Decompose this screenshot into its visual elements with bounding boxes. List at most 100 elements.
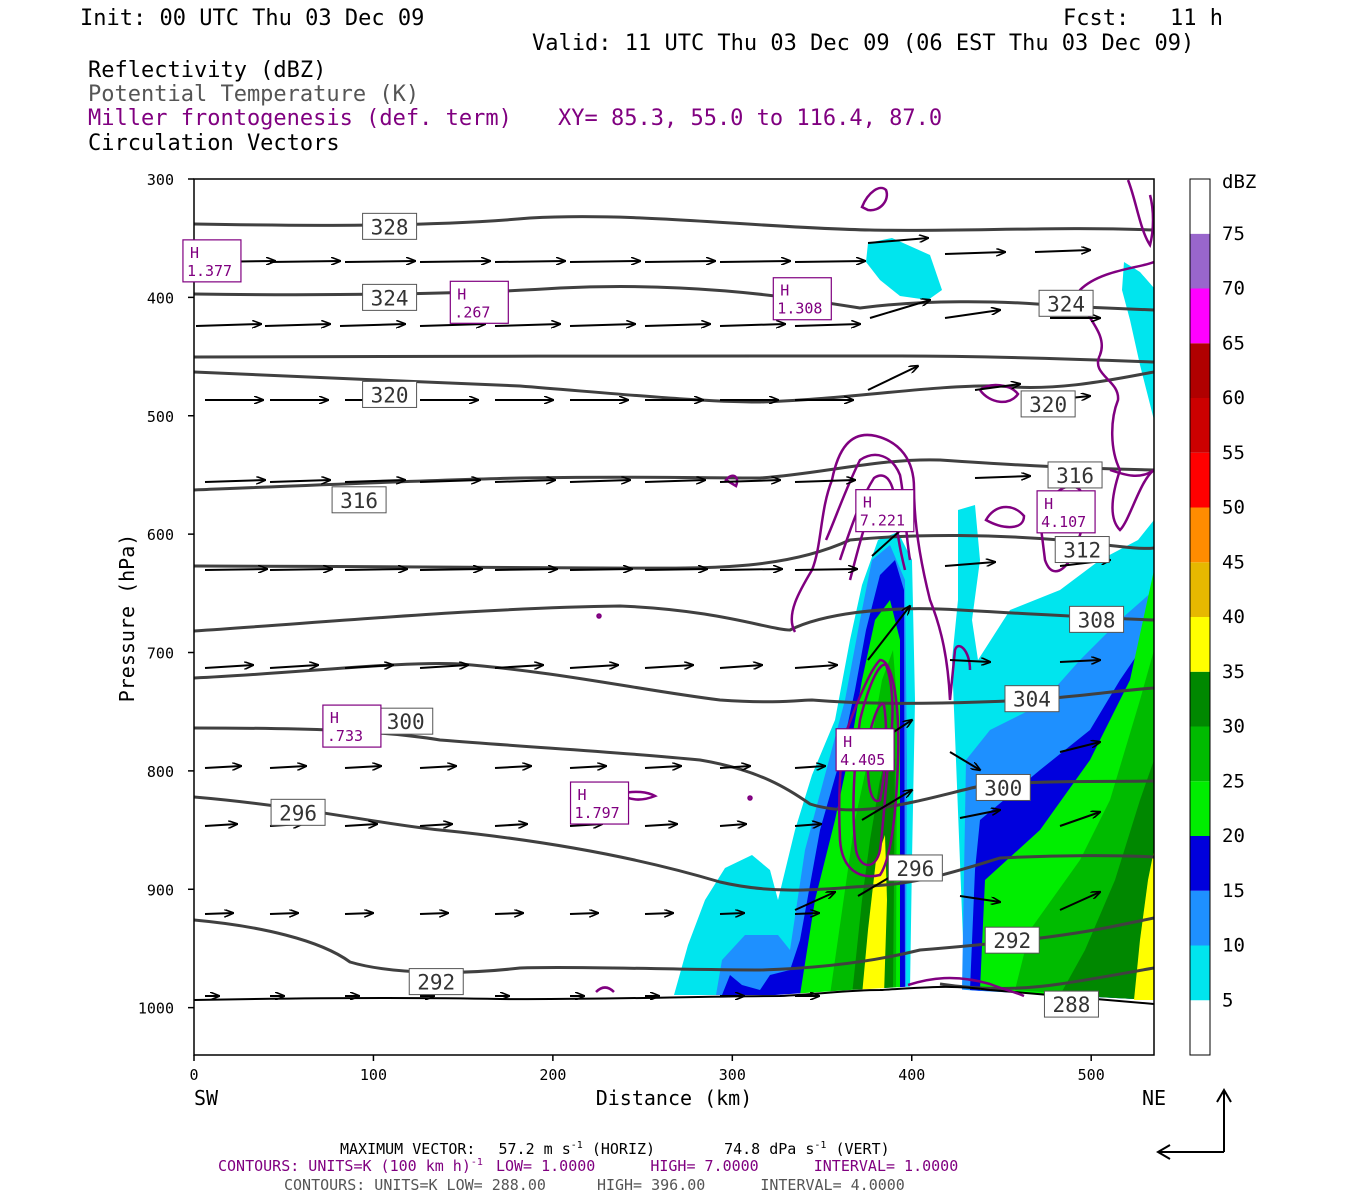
svg-text:296: 296 bbox=[279, 801, 317, 825]
wind-vector bbox=[419, 824, 452, 826]
theta-label: 320 bbox=[362, 380, 418, 408]
frontogenesis-max-label: H1.797 bbox=[569, 781, 630, 825]
theta-label: 316 bbox=[1047, 461, 1103, 489]
svg-text:288: 288 bbox=[1052, 993, 1090, 1017]
field-theta: Potential Temperature (K) bbox=[88, 82, 420, 107]
wind-vector bbox=[794, 569, 857, 570]
x-axis: 0 100 200 300 400 500 bbox=[189, 1055, 1105, 1084]
svg-text:4.107: 4.107 bbox=[1041, 513, 1086, 531]
wind-vector bbox=[204, 913, 233, 914]
wind-vector bbox=[344, 261, 415, 262]
theta-304 bbox=[194, 662, 1154, 705]
colorbar-label: 70 bbox=[1222, 278, 1245, 300]
frontogenesis-max-label: H1.377 bbox=[182, 239, 242, 283]
ground-surface bbox=[193, 985, 1155, 1005]
theta-label: 324 bbox=[1038, 289, 1094, 317]
theta-label: 320 bbox=[1020, 390, 1076, 418]
colorbar-swatch bbox=[1190, 233, 1210, 289]
colorbar-label: 15 bbox=[1222, 880, 1245, 902]
y-axis: 300 400 500 600 700 800 900 1000 bbox=[138, 171, 194, 1018]
wind-vector bbox=[494, 569, 557, 570]
wind-vector bbox=[644, 480, 705, 482]
theta-292 bbox=[194, 916, 1154, 974]
theta-316 bbox=[194, 458, 1154, 492]
wind-vector bbox=[195, 324, 261, 326]
wind-vector bbox=[419, 569, 482, 570]
wind-vector bbox=[204, 569, 267, 570]
x-axis-title: Distance (km) bbox=[596, 1086, 753, 1110]
theta-label: 300 bbox=[975, 773, 1031, 801]
x-axis-right-label: NE bbox=[1142, 1086, 1166, 1110]
y-tick-label: 300 bbox=[147, 171, 174, 189]
colorbar-swatch bbox=[1190, 671, 1210, 727]
reflectivity-shading bbox=[194, 238, 1154, 1055]
svg-text:304: 304 bbox=[1013, 688, 1051, 712]
wind-vector bbox=[494, 665, 543, 668]
x-tick-label: 100 bbox=[360, 1066, 387, 1084]
wind-vector bbox=[959, 810, 1000, 819]
colorbar-swatch bbox=[1190, 945, 1210, 1001]
colorbar-swatch bbox=[1190, 890, 1210, 946]
theta-320 bbox=[194, 370, 1154, 404]
wind-vector bbox=[719, 480, 780, 482]
wind-vector bbox=[719, 324, 785, 326]
svg-text:H: H bbox=[330, 709, 339, 727]
theta-label: 304 bbox=[1004, 685, 1060, 713]
wind-vector bbox=[204, 480, 265, 482]
horiz-unit-exponent: -1 bbox=[570, 1140, 583, 1151]
frontogenesis-max-label: H7.221 bbox=[855, 489, 915, 533]
forecast-hour: 11 h bbox=[1170, 6, 1223, 31]
wind-vector bbox=[569, 261, 640, 262]
theta-328-upper bbox=[194, 354, 1154, 364]
wind-vector bbox=[494, 766, 531, 768]
svg-text:300: 300 bbox=[984, 776, 1022, 800]
wind-vector bbox=[269, 665, 318, 668]
wind-vector bbox=[794, 480, 855, 482]
svg-text:.733: .733 bbox=[327, 727, 363, 745]
y-tick-label: 700 bbox=[147, 645, 174, 663]
svg-text:H: H bbox=[863, 494, 872, 512]
wind-vector bbox=[204, 665, 253, 668]
max-vector-vert: 74.8 dPa s bbox=[724, 1140, 815, 1158]
theta-312 bbox=[194, 533, 1154, 570]
colorbar-label: 30 bbox=[1222, 716, 1245, 738]
frontogenesis-max-label: H.267 bbox=[449, 280, 509, 324]
theta-328 bbox=[194, 215, 1154, 232]
colorbar-label: 25 bbox=[1222, 770, 1245, 792]
wind-vector bbox=[1059, 892, 1100, 911]
forecast-label: Fcst: bbox=[1063, 6, 1130, 31]
theta-contour-info: CONTOURS: UNITS=K LOW= 288.00 HIGH= 396.… bbox=[284, 1176, 905, 1194]
wind-vector bbox=[569, 569, 632, 570]
wind-vector bbox=[794, 766, 825, 768]
svg-text:1.797: 1.797 bbox=[575, 804, 620, 822]
wind-vector bbox=[869, 300, 930, 319]
wind-vector bbox=[494, 913, 523, 914]
wind-vector bbox=[949, 751, 980, 770]
theta-label: 316 bbox=[331, 486, 387, 514]
wind-vector bbox=[269, 766, 306, 768]
fronto-contour-units: CONTOURS: UNITS=K (100 km h) bbox=[218, 1157, 471, 1175]
fronto-contour-interval: INTERVAL= 1.0000 bbox=[813, 1157, 959, 1175]
wind-vector bbox=[1059, 812, 1100, 827]
colorbar: 5 10 15 20 25 30 35 40 45 50 55 60 65 70 75 bbox=[1189, 178, 1245, 1056]
field-vectors: Circulation Vectors bbox=[88, 131, 340, 156]
theta-324 bbox=[194, 284, 1154, 312]
wind-vector bbox=[569, 766, 606, 768]
colorbar-frame bbox=[1189, 178, 1211, 1056]
svg-text:.267: .267 bbox=[454, 303, 490, 321]
wind-vector bbox=[419, 766, 456, 768]
wind-vector bbox=[644, 261, 715, 262]
max-vector-label: MAXIMUM VECTOR: bbox=[340, 1140, 476, 1158]
x-tick-label: 300 bbox=[719, 1066, 746, 1084]
theta-label: 292 bbox=[408, 968, 464, 996]
svg-text:H: H bbox=[843, 733, 852, 751]
svg-text:320: 320 bbox=[371, 383, 409, 407]
colorbar-label: 5 bbox=[1222, 989, 1233, 1011]
wind-vector bbox=[419, 261, 490, 262]
y-tick-label: 400 bbox=[147, 289, 174, 307]
wind-vector bbox=[569, 480, 630, 482]
wind-vector bbox=[204, 824, 237, 826]
y-axis-title: Pressure (hPa) bbox=[115, 534, 139, 703]
colorbar-swatch bbox=[1190, 781, 1210, 836]
